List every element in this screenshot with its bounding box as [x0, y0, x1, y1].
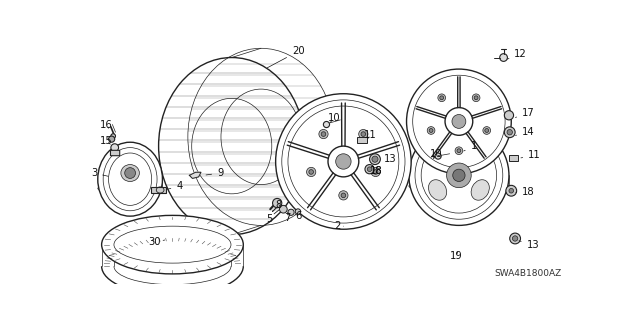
Circle shape — [506, 185, 516, 196]
Circle shape — [438, 94, 445, 102]
Circle shape — [336, 154, 351, 169]
FancyBboxPatch shape — [111, 150, 120, 156]
Text: 11: 11 — [521, 150, 541, 160]
Circle shape — [472, 94, 480, 102]
Ellipse shape — [471, 180, 490, 200]
Text: 18: 18 — [371, 166, 383, 176]
Circle shape — [288, 209, 294, 215]
Ellipse shape — [448, 137, 470, 154]
Text: 12: 12 — [508, 49, 527, 59]
Circle shape — [309, 170, 314, 174]
Circle shape — [445, 108, 473, 135]
Circle shape — [323, 122, 330, 128]
Circle shape — [452, 115, 466, 128]
Text: 1: 1 — [464, 141, 477, 151]
Circle shape — [504, 127, 515, 137]
Circle shape — [111, 134, 115, 138]
Circle shape — [371, 167, 380, 177]
Circle shape — [372, 156, 378, 162]
Circle shape — [358, 130, 368, 139]
Text: 2: 2 — [334, 221, 344, 231]
Circle shape — [328, 146, 359, 177]
Circle shape — [509, 233, 520, 244]
Circle shape — [428, 127, 435, 134]
Circle shape — [435, 153, 441, 159]
Circle shape — [321, 132, 326, 137]
Circle shape — [111, 144, 118, 152]
Circle shape — [455, 147, 463, 154]
Bar — [509, 154, 518, 161]
Circle shape — [409, 125, 509, 226]
Circle shape — [319, 130, 328, 139]
Text: 10: 10 — [328, 113, 340, 123]
Circle shape — [406, 69, 511, 174]
Circle shape — [339, 191, 348, 200]
Text: 9: 9 — [206, 168, 223, 178]
Circle shape — [307, 167, 316, 177]
Circle shape — [513, 236, 518, 241]
Circle shape — [295, 209, 301, 214]
Ellipse shape — [102, 215, 243, 274]
Circle shape — [276, 94, 411, 229]
Circle shape — [507, 130, 513, 135]
Circle shape — [125, 168, 136, 178]
Circle shape — [500, 54, 508, 61]
Ellipse shape — [98, 184, 163, 193]
Text: 6: 6 — [295, 211, 301, 221]
Circle shape — [273, 198, 282, 208]
Text: 13: 13 — [519, 240, 540, 250]
Text: 16: 16 — [100, 120, 113, 130]
Circle shape — [367, 167, 372, 172]
Ellipse shape — [409, 180, 509, 192]
Circle shape — [280, 205, 287, 213]
Text: 18: 18 — [371, 166, 383, 176]
Circle shape — [483, 127, 491, 134]
Circle shape — [109, 136, 115, 142]
Text: 5: 5 — [266, 211, 273, 224]
Circle shape — [373, 170, 378, 174]
Text: 20: 20 — [268, 46, 305, 68]
Text: 7: 7 — [284, 212, 291, 223]
Ellipse shape — [98, 142, 163, 216]
Text: 17: 17 — [515, 108, 535, 118]
Bar — [357, 137, 367, 143]
Text: 13: 13 — [383, 154, 396, 164]
Text: 10: 10 — [429, 149, 442, 159]
Text: 19: 19 — [450, 251, 463, 261]
Text: SWA4B1800AZ: SWA4B1800AZ — [495, 269, 562, 278]
Circle shape — [341, 193, 346, 198]
Polygon shape — [189, 172, 201, 178]
Circle shape — [447, 163, 471, 188]
Text: 15: 15 — [100, 136, 113, 146]
Circle shape — [369, 154, 380, 165]
Circle shape — [365, 165, 374, 174]
Text: 3: 3 — [91, 168, 108, 178]
Ellipse shape — [121, 165, 140, 182]
Circle shape — [457, 149, 461, 152]
Ellipse shape — [428, 180, 447, 200]
Circle shape — [361, 132, 365, 137]
Circle shape — [452, 169, 465, 182]
Circle shape — [440, 96, 444, 100]
Bar — [151, 187, 166, 193]
Circle shape — [474, 96, 478, 100]
Text: 30: 30 — [148, 237, 164, 247]
Text: 14: 14 — [515, 127, 534, 137]
Text: 8: 8 — [276, 200, 282, 210]
Circle shape — [485, 129, 489, 132]
Text: 4: 4 — [168, 181, 182, 191]
Circle shape — [509, 189, 513, 193]
Text: 18: 18 — [516, 187, 534, 197]
Circle shape — [504, 111, 513, 120]
Circle shape — [429, 129, 433, 132]
Text: 11: 11 — [364, 130, 377, 139]
